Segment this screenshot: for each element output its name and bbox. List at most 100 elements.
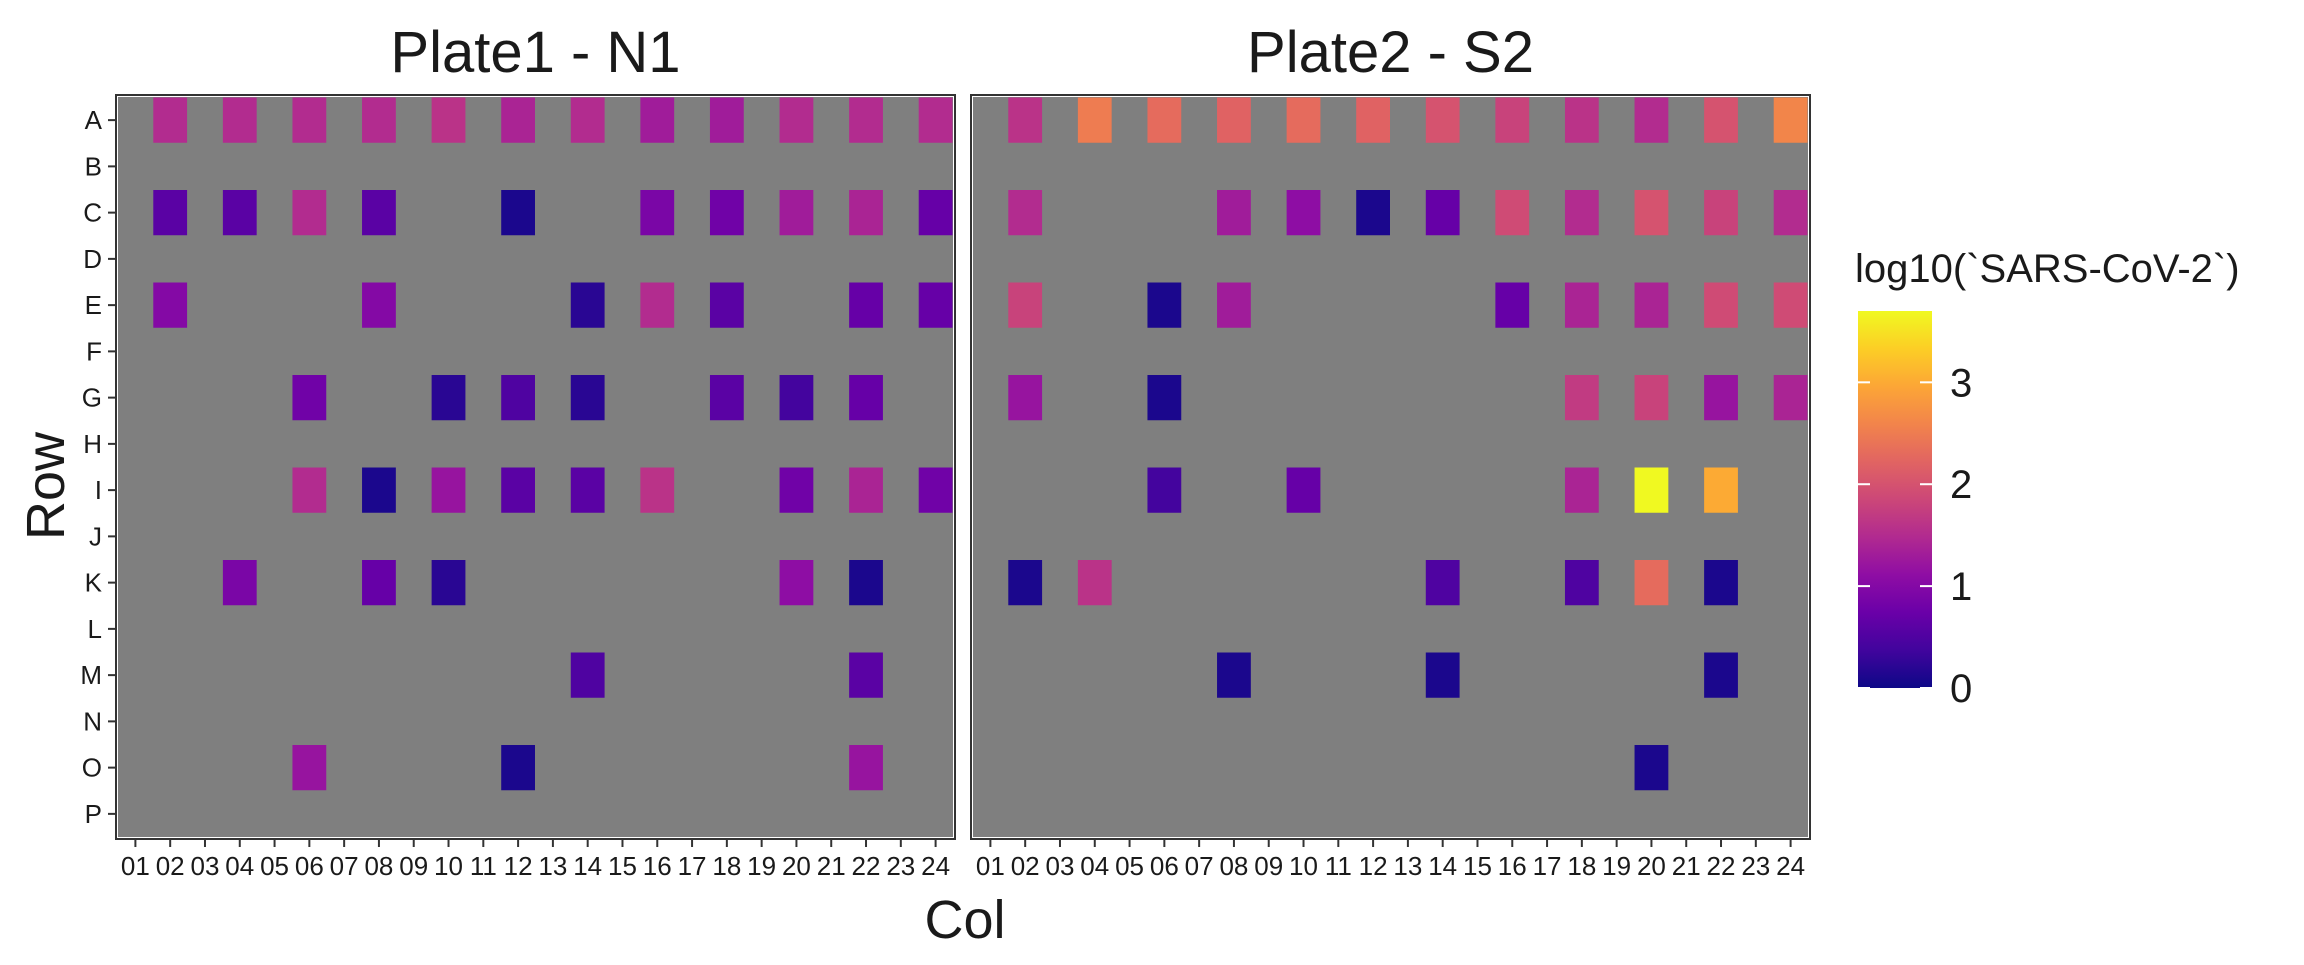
heatmap-cell-C12 [1356, 190, 1390, 236]
x-tick-label: 18 [1567, 851, 1596, 881]
heatmap-cell-C24 [1773, 190, 1808, 236]
heatmap-cell-C12 [501, 190, 535, 236]
heatmap-cell-G24 [1773, 375, 1808, 421]
y-tick-label: D [83, 244, 102, 274]
heatmap-cell-A22 [849, 97, 883, 143]
heatmap-cell-A20 [1634, 97, 1669, 143]
x-tick-label: 11 [470, 851, 497, 881]
heatmap-cell-C16 [640, 190, 675, 236]
x-tick-label: 16 [1498, 851, 1527, 881]
heatmap-cell-G12 [501, 375, 535, 421]
x-tick-label: 11 [1325, 851, 1352, 881]
heatmap-cell-E16 [1495, 282, 1530, 328]
heatmap-cell-I22 [1704, 467, 1738, 513]
heatmap-cell-E02 [1008, 282, 1043, 328]
x-tick-label: 23 [1741, 851, 1770, 881]
y-axis-label: Row [16, 431, 76, 540]
legend-tick-label: 2 [1950, 463, 1972, 507]
x-tick-label: 01 [121, 851, 150, 881]
heatmap-cell-O12 [501, 745, 535, 791]
heatmap-cell-G22 [1704, 375, 1738, 421]
y-tick-label: F [86, 336, 102, 366]
x-tick-label: 14 [1428, 851, 1457, 881]
heatmap-cell-K04 [222, 560, 257, 606]
heatmap-cell-G10 [431, 375, 466, 421]
heatmap-cell-G20 [1634, 375, 1669, 421]
heatmap-cell-I10 [431, 467, 466, 513]
heatmap-cell-E14 [570, 282, 605, 328]
heatmap-cell-A16 [1495, 97, 1530, 143]
x-tick-label: 04 [225, 851, 254, 881]
x-tick-label: 02 [1011, 851, 1040, 881]
heatmap-cell-M14 [1425, 652, 1460, 698]
heatmap-cell-M22 [849, 652, 883, 698]
heatmap-cell-A16 [640, 97, 675, 143]
heatmap-cell-M14 [570, 652, 605, 698]
heatmap-cell-I20 [1634, 467, 1669, 513]
heatmap-cell-I06 [292, 467, 327, 513]
x-tick-label: 22 [852, 851, 881, 881]
y-tick-label: B [85, 151, 102, 181]
heatmap-cell-C06 [292, 190, 327, 236]
x-tick-label: 07 [330, 851, 359, 881]
heatmap-cell-A04 [222, 97, 257, 143]
x-tick-label: 13 [538, 851, 567, 881]
heatmap-cell-C14 [1425, 190, 1460, 236]
x-tick-label: 21 [817, 851, 846, 881]
heatmap-cell-A24 [918, 97, 953, 143]
x-tick-label: 10 [434, 851, 463, 881]
panel-background [118, 97, 953, 837]
heatmap-cell-K04 [1077, 560, 1112, 606]
heatmap-cell-O06 [292, 745, 327, 791]
x-tick-label: 21 [1672, 851, 1701, 881]
heatmap-cell-K22 [1704, 560, 1738, 606]
heatmap-cell-E24 [918, 282, 953, 328]
heatmap-cell-C24 [918, 190, 953, 236]
x-tick-label: 24 [921, 851, 950, 881]
heatmap-cell-C18 [1564, 190, 1599, 236]
heatmap-cell-C02 [1008, 190, 1043, 236]
x-tick-label: 04 [1080, 851, 1109, 881]
x-tick-label: 20 [1637, 851, 1666, 881]
x-tick-label: 18 [712, 851, 741, 881]
x-axis-label: Col [924, 890, 1005, 950]
heatmap-cell-G06 [1147, 375, 1182, 421]
legend-colorbar [1858, 311, 1932, 688]
heatmap-cell-K08 [362, 560, 396, 606]
heatmap-cell-I16 [640, 467, 675, 513]
heatmap-cell-A14 [1425, 97, 1460, 143]
x-tick-label: 19 [1602, 851, 1631, 881]
x-tick-label: 08 [1219, 851, 1248, 881]
heatmap-cell-K20 [779, 560, 814, 606]
heatmap-cell-O20 [1634, 745, 1669, 791]
legend-tick-label: 3 [1950, 361, 1972, 405]
heatmap-cell-I14 [570, 467, 605, 513]
heatmap-cell-E24 [1773, 282, 1808, 328]
heatmap-cell-E06 [1147, 282, 1182, 328]
heatmap-cell-A20 [779, 97, 814, 143]
x-tick-label: 02 [156, 851, 185, 881]
heatmap-cell-G20 [779, 375, 814, 421]
heatmap-cell-E22 [849, 282, 883, 328]
heatmap-cell-G14 [570, 375, 605, 421]
x-tick-label: 13 [1393, 851, 1422, 881]
heatmap-cell-C18 [709, 190, 744, 236]
x-tick-label: 01 [976, 851, 1005, 881]
heatmap-cell-A06 [1147, 97, 1182, 143]
y-tick-label: G [82, 383, 102, 413]
x-tick-label: 09 [399, 851, 428, 881]
heatmap-cell-E22 [1704, 282, 1738, 328]
y-tick-label: J [89, 521, 102, 551]
x-tick-label: 15 [608, 851, 637, 881]
x-tick-label: 06 [1150, 851, 1179, 881]
x-tick-label: 12 [1359, 851, 1388, 881]
heatmap-cell-A08 [1217, 97, 1251, 143]
y-tick-label: E [85, 290, 102, 320]
x-tick-label: 17 [1533, 851, 1562, 881]
heatmap-cell-G02 [1008, 375, 1043, 421]
heatmap-cell-E08 [362, 282, 396, 328]
legend-tick-label: 1 [1950, 565, 1972, 609]
heatmap-cell-E16 [640, 282, 675, 328]
